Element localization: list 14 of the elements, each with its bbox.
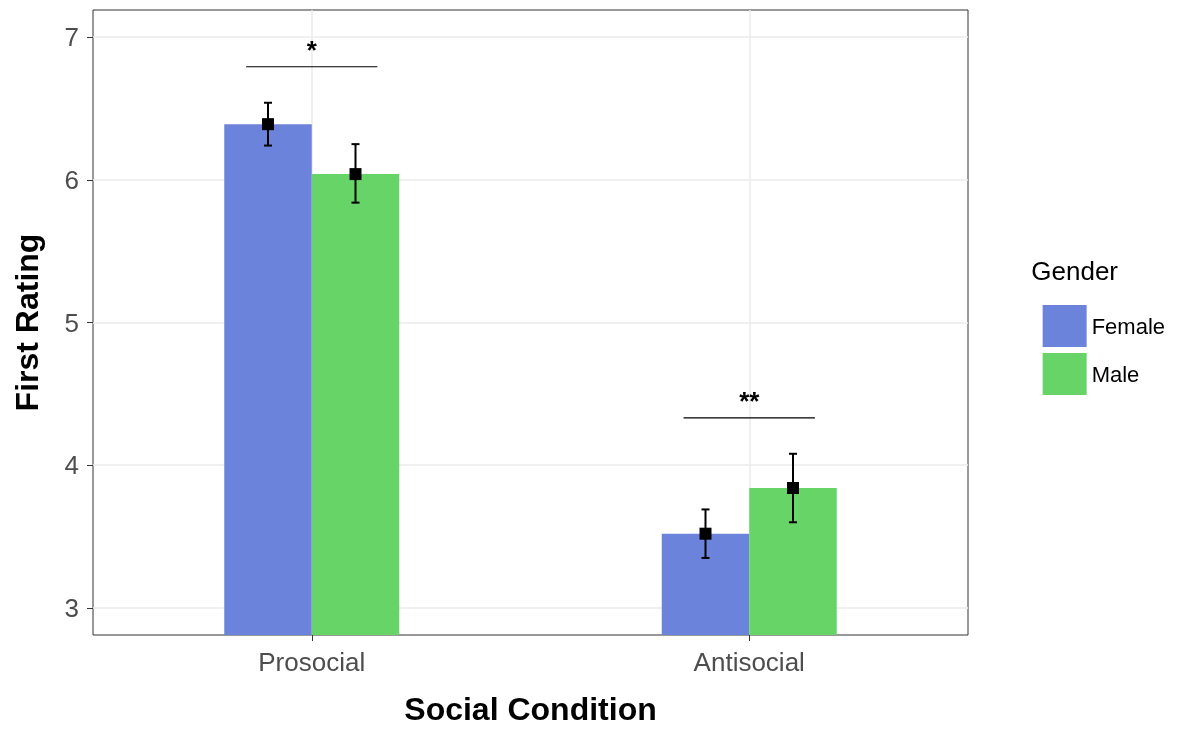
y-tick-label: 4 bbox=[64, 450, 79, 481]
legend-label: Female bbox=[1091, 313, 1165, 339]
y-axis-title: First Rating bbox=[9, 233, 45, 412]
y-tick-label: 7 bbox=[64, 22, 79, 53]
annotation: ** bbox=[739, 385, 761, 416]
y-tick-label: 5 bbox=[64, 307, 79, 338]
x-tick-label: Prosocial bbox=[258, 647, 366, 677]
x-axis-title: Social Condition bbox=[404, 691, 657, 727]
y-tick-label: 3 bbox=[64, 592, 79, 623]
y-tick-label: 6 bbox=[64, 164, 79, 195]
legend-label: Male bbox=[1091, 361, 1140, 387]
legend-title: Gender bbox=[1031, 256, 1119, 286]
annotation: * bbox=[306, 34, 318, 65]
x-tick-label: Antisocial bbox=[693, 647, 805, 677]
